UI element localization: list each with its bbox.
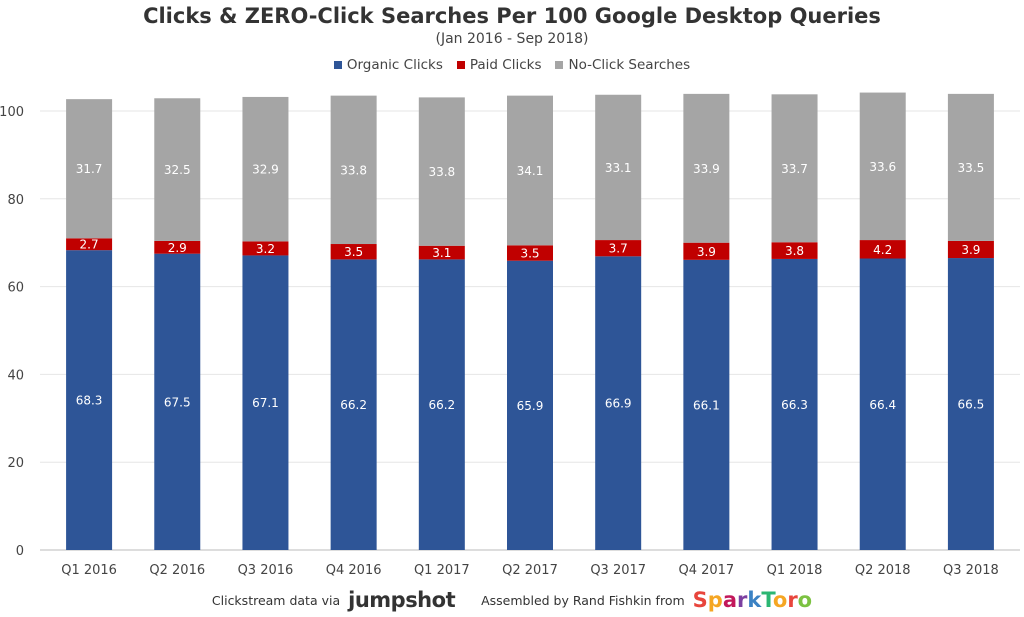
bar-segment-organic-clicks bbox=[859, 258, 906, 550]
bar-segment-organic-clicks bbox=[242, 255, 289, 550]
x-tick-label: Q1 2017 bbox=[414, 563, 470, 578]
bar-segment-no-click-searches bbox=[771, 94, 818, 243]
bar-segment-organic-clicks bbox=[771, 258, 818, 550]
data-label: 32.9 bbox=[252, 163, 279, 177]
bar-segment-no-click-searches bbox=[330, 95, 377, 245]
x-tick-label: Q1 2018 bbox=[767, 563, 823, 578]
data-label: 2.9 bbox=[168, 241, 187, 255]
bar-segment-organic-clicks bbox=[154, 253, 201, 551]
chart-title: Clicks & ZERO-Click Searches Per 100 Goo… bbox=[143, 4, 881, 28]
x-tick-label: Q1 2016 bbox=[61, 563, 117, 578]
data-label: 31.7 bbox=[76, 162, 103, 176]
y-tick-label: 40 bbox=[7, 368, 24, 383]
data-label: 3.9 bbox=[697, 245, 716, 259]
data-label: 33.6 bbox=[869, 160, 896, 174]
data-label: 3.2 bbox=[256, 242, 275, 256]
legend-item-organic: Organic Clicks bbox=[333, 57, 443, 73]
data-label: 65.9 bbox=[517, 399, 544, 413]
x-tick-label: Q3 2017 bbox=[590, 563, 646, 578]
y-tick-label: 60 bbox=[7, 281, 24, 296]
bar-segment-no-click-searches bbox=[66, 99, 113, 239]
data-label: 3.9 bbox=[961, 243, 980, 257]
data-label: 2.7 bbox=[80, 238, 99, 252]
x-tick-label: Q2 2016 bbox=[149, 563, 205, 578]
bar-segment-organic-clicks bbox=[595, 256, 642, 550]
data-label: 67.5 bbox=[164, 395, 191, 409]
chart-subtitle: (Jan 2016 - Sep 2018) bbox=[435, 31, 589, 47]
data-label: 33.5 bbox=[958, 161, 985, 175]
y-tick-label: 80 bbox=[7, 193, 24, 208]
bar-segment-no-click-searches bbox=[507, 95, 553, 246]
data-label: 33.7 bbox=[781, 162, 808, 176]
data-label: 66.3 bbox=[781, 398, 808, 412]
bar-segment-paid-clicks bbox=[330, 244, 377, 260]
bar-segment-paid-clicks bbox=[418, 245, 465, 260]
data-label: 68.3 bbox=[76, 394, 103, 408]
legend-label: Organic Clicks bbox=[346, 57, 443, 73]
bar-segment-paid-clicks bbox=[771, 242, 818, 259]
y-tick-label: 100 bbox=[0, 105, 24, 120]
bar-segment-organic-clicks bbox=[330, 259, 377, 550]
legend-label: No-Click Searches bbox=[568, 57, 691, 73]
data-label: 33.8 bbox=[428, 165, 455, 179]
bar-segment-no-click-searches bbox=[859, 92, 906, 241]
legend-label: Paid Clicks bbox=[469, 57, 542, 73]
x-tick-label: Q2 2018 bbox=[855, 563, 911, 578]
bar-segment-organic-clicks bbox=[683, 259, 730, 550]
data-label: 66.5 bbox=[958, 398, 985, 412]
data-label: 3.8 bbox=[785, 244, 804, 258]
bar-segment-paid-clicks bbox=[595, 240, 642, 257]
data-label: 66.2 bbox=[428, 398, 455, 412]
credit-text: Assembled by Rand Fishkin from bbox=[481, 592, 685, 608]
legend: Organic Clicks Paid Clicks No-Click Sear… bbox=[0, 57, 1024, 73]
bar-segment-paid-clicks bbox=[507, 245, 553, 261]
data-label: 33.8 bbox=[340, 163, 367, 177]
bar-segment-organic-clicks bbox=[947, 258, 994, 550]
data-label: 3.7 bbox=[609, 242, 628, 256]
y-tick-label: 0 bbox=[16, 544, 24, 559]
source-text: Clickstream data via bbox=[211, 592, 341, 608]
data-label: 3.1 bbox=[432, 246, 451, 260]
bar-segment-paid-clicks bbox=[154, 240, 201, 254]
bar-segment-no-click-searches bbox=[418, 97, 465, 246]
legend-item-paid: Paid Clicks bbox=[456, 57, 542, 73]
data-label: 34.1 bbox=[517, 164, 544, 178]
x-tick-label: Q3 2016 bbox=[238, 563, 294, 578]
data-label: 66.2 bbox=[340, 398, 367, 412]
data-label: 66.9 bbox=[605, 397, 632, 411]
bar-segment-paid-clicks bbox=[947, 240, 994, 259]
data-label: 3.5 bbox=[344, 245, 363, 259]
legend-item-no-click: No-Click Searches bbox=[555, 57, 690, 73]
data-label: 33.9 bbox=[693, 162, 720, 176]
bar-segment-no-click-searches bbox=[595, 94, 642, 241]
bar-segment-no-click-searches bbox=[947, 93, 994, 241]
bar-segment-paid-clicks bbox=[683, 242, 730, 260]
data-label: 66.4 bbox=[869, 398, 896, 412]
bar-segment-no-click-searches bbox=[683, 93, 730, 243]
x-tick-label: Q4 2016 bbox=[326, 563, 382, 578]
x-tick-label: Q3 2018 bbox=[943, 563, 999, 578]
data-label: 67.1 bbox=[252, 396, 279, 410]
data-label: 66.1 bbox=[693, 398, 720, 412]
bar-segment-organic-clicks bbox=[507, 260, 553, 550]
bar-segment-organic-clicks bbox=[418, 259, 465, 550]
y-tick-label: 20 bbox=[7, 456, 24, 471]
data-label: 3.5 bbox=[520, 247, 539, 261]
bar-segment-paid-clicks bbox=[242, 241, 289, 256]
data-label: 4.2 bbox=[873, 243, 892, 257]
footer: Clickstream data via jumpshot Assembled … bbox=[0, 588, 1024, 612]
bar-segment-organic-clicks bbox=[66, 250, 113, 550]
data-label: 32.5 bbox=[164, 163, 191, 177]
bar-segment-paid-clicks bbox=[859, 240, 906, 259]
bar-segment-no-click-searches bbox=[242, 96, 289, 242]
bar-segment-no-click-searches bbox=[154, 98, 201, 241]
data-label: 33.1 bbox=[605, 161, 632, 175]
x-tick-label: Q2 2017 bbox=[502, 563, 558, 578]
bar-segment-paid-clicks bbox=[66, 238, 113, 251]
x-tick-label: Q4 2017 bbox=[678, 563, 734, 578]
jumpshot-logo: jumpshot bbox=[348, 588, 456, 612]
sparktoro-logo: SparkToro bbox=[692, 588, 813, 612]
